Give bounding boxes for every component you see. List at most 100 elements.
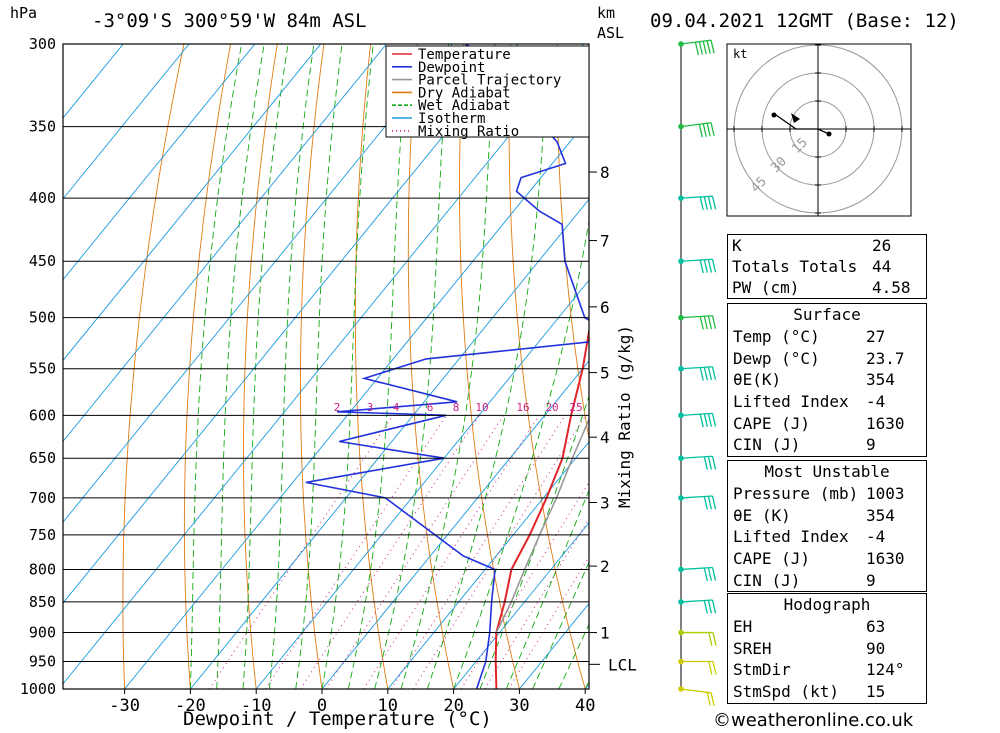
wind-barb (678, 455, 717, 470)
wind-barb (678, 629, 717, 646)
dry-adiabat (243, 44, 278, 689)
series-parcel-trajectory (495, 417, 589, 633)
pressure-tick-label: 700 (29, 489, 56, 507)
isotherm (63, 44, 190, 200)
lcl-label: LCL (608, 655, 637, 674)
km-tick-label: 5 (600, 364, 610, 383)
wind-barb-flag (707, 315, 713, 330)
wind-barb-flag (707, 600, 713, 614)
wind-barb-flag (707, 456, 713, 470)
pressure-tick-label: 350 (29, 118, 56, 136)
hpa-label: hPa (10, 4, 38, 22)
mu-row: CIN (J) 9 (733, 570, 876, 590)
wind-barb (678, 566, 717, 582)
index-row: K 26 (728, 235, 927, 257)
index-value: 44 (872, 257, 892, 276)
isotherm (63, 44, 388, 443)
isotherm (190, 198, 589, 689)
dry-adiabat (556, 44, 589, 442)
hodo-row: StmSpd (kt) 15 (733, 682, 886, 702)
isotherm (63, 44, 322, 362)
x-tick-label: 0 (317, 696, 327, 716)
mixing-ratio-label: 25 (569, 401, 582, 414)
wind-barb-flag (711, 196, 717, 210)
isotherm (387, 441, 589, 689)
hodo-row: StmDir 124° (733, 660, 905, 680)
wind-barb-flag (703, 413, 708, 428)
wind-barb-flag (710, 40, 715, 54)
most-unstable-title: Most Unstable (764, 462, 890, 481)
wind-barb (678, 314, 717, 330)
pressure-tick-label: 1000 (20, 680, 56, 698)
wind-barb-flag (711, 259, 717, 273)
legend-label: Dewpoint (418, 60, 485, 76)
pressure-tick-label: 600 (29, 406, 56, 424)
hodograph-point (771, 112, 777, 118)
wind-barb-staff (680, 455, 713, 459)
index-label: PW (cm) (732, 278, 800, 297)
wind-barb-flag (711, 567, 717, 581)
dry-adiabat (973, 26, 1000, 689)
wind-barb (678, 658, 717, 675)
dry-adiabat (300, 44, 325, 689)
mu-row: θE (K) 354 (733, 505, 895, 525)
dry-adiabat (122, 44, 185, 689)
index-value: 26 (872, 236, 892, 255)
wind-barb-flag (707, 366, 713, 381)
km-label: km (597, 4, 616, 22)
surface-row: θE(K) 354 (733, 370, 895, 390)
km-tick-label: 4 (600, 428, 610, 447)
wet-adiabat (479, 394, 589, 689)
wind-barb-flag (703, 567, 708, 582)
legend-label: Mixing Ratio (418, 124, 519, 140)
surface-row: Lifted Index -4 (733, 392, 886, 412)
mixing-ratio-axis-label: Mixing Ratio (g/kg) (615, 325, 634, 508)
wind-barb-staff (680, 688, 712, 694)
hodo-row: SREH 90 (733, 638, 886, 658)
wind-barb-staff (680, 566, 713, 571)
wind-barb-flag (703, 496, 708, 510)
wind-barb-dot (678, 258, 684, 265)
dry-adiabat (183, 44, 232, 689)
hodograph-box: Hodograph EH 63 SREH 90 StmDir 124° StmSpd … (727, 593, 927, 704)
wind-barb-staff (680, 599, 713, 603)
mixing-ratio-label: 2 (334, 401, 341, 414)
wind-barb (678, 122, 715, 138)
isotherm (453, 521, 589, 689)
pressure-tick-label: 850 (29, 593, 56, 611)
wind-barb-flag (698, 41, 703, 55)
x-tick-label: 30 (509, 696, 529, 716)
wind-barb-dot (678, 455, 684, 462)
isotherm (63, 44, 256, 281)
wind-barb (678, 365, 717, 381)
wind-barb-flag (711, 456, 717, 470)
wind-barb-flag (711, 599, 717, 614)
pressure-tick-label: 950 (29, 653, 56, 671)
mixing-ratio-label: 4 (393, 401, 400, 414)
wind-barb-flag (699, 316, 704, 330)
wind-barb-flag (710, 122, 715, 136)
legend-label: Temperature (418, 47, 511, 63)
wet-adiabat (347, 44, 409, 689)
pressure-tick-label: 500 (29, 309, 56, 327)
wind-barb-flag (708, 632, 713, 646)
x-tick-label: 10 (378, 696, 398, 716)
surface-row: CIN (J) 9 (733, 435, 876, 455)
x-tick-label: 40 (575, 696, 595, 716)
wind-barb-flag (707, 259, 713, 273)
surface-row: CAPE (J) 1630 (733, 413, 905, 433)
wind-barb-staff (680, 315, 713, 319)
wind-barb-staff (680, 122, 712, 128)
x-tick-label: 20 (443, 696, 463, 716)
wind-barb-flag (708, 661, 713, 675)
wet-adiabat (295, 44, 343, 689)
isotherm (321, 360, 589, 689)
index-row: PW (cm) 4.58 (728, 277, 927, 299)
plot-frame (62, 43, 590, 690)
hodograph-inner (727, 44, 911, 216)
legend-box (385, 45, 590, 138)
credit[interactable]: ©weatheronline.co.uk (713, 710, 914, 731)
mixing-ratio-line (325, 415, 505, 689)
